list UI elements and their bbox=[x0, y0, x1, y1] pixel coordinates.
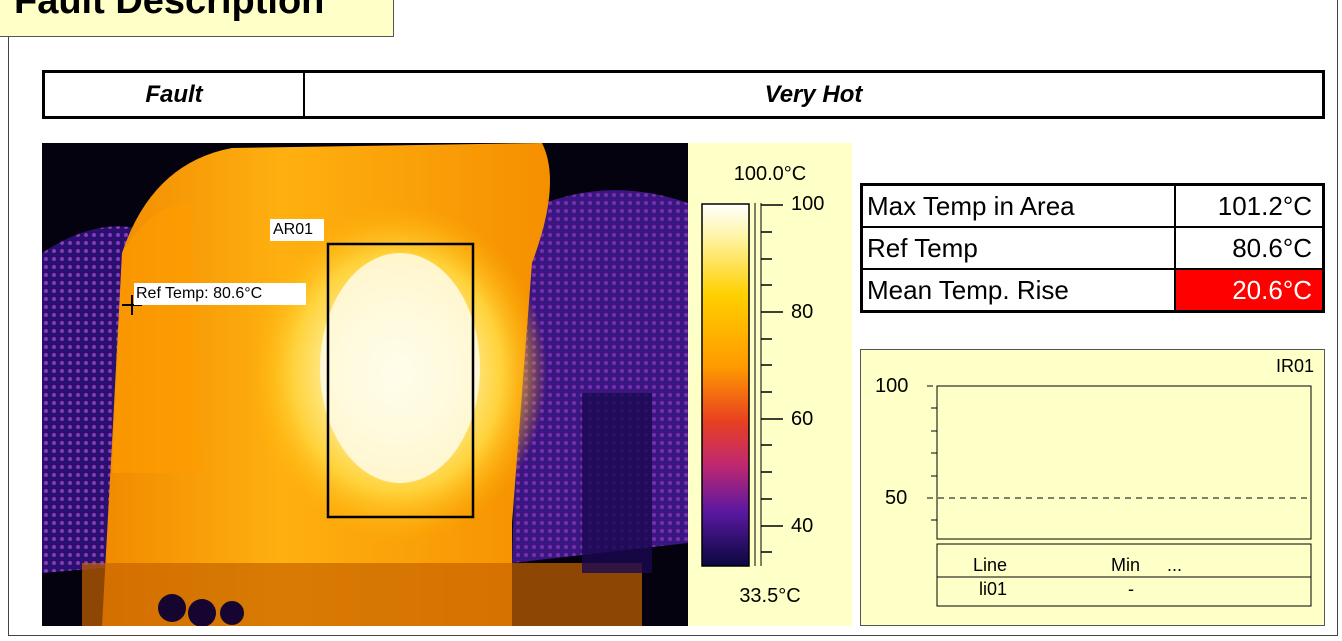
scale-max-label: 100.0°C bbox=[733, 163, 807, 185]
temp-label: Ref Temp bbox=[860, 226, 1176, 270]
fault-label: Fault bbox=[45, 73, 305, 116]
color-bar bbox=[701, 203, 750, 567]
chart-title: IR01 bbox=[1275, 356, 1314, 376]
legend-row-min: - bbox=[1128, 579, 1134, 599]
fault-row: Fault Very Hot bbox=[42, 70, 1325, 119]
scale-tick-100: 100 bbox=[791, 193, 825, 215]
scale-min-label: 33.5°C bbox=[739, 585, 801, 607]
scale-tick-40: 40 bbox=[791, 515, 814, 537]
legend-header-min: Min bbox=[1111, 555, 1141, 575]
profile-chart: IR01 100 50 Line Min ... li01 - bbox=[860, 349, 1325, 626]
scale-graphic bbox=[701, 203, 783, 567]
scale-tick-80: 80 bbox=[791, 301, 814, 323]
thermal-image-graphic bbox=[42, 143, 688, 626]
table-row: Max Temp in Area 101.2°C bbox=[860, 183, 1325, 228]
report-title: Fault Description bbox=[0, 0, 394, 37]
table-row: Mean Temp. Rise 20.6°C bbox=[860, 268, 1325, 313]
ref-label: Ref Temp: 80.6°C bbox=[136, 285, 263, 302]
y-tick-100: 100 bbox=[875, 375, 909, 397]
fault-value: Very Hot bbox=[764, 80, 863, 108]
profile-plot bbox=[927, 385, 1312, 607]
legend-header-line: Line bbox=[973, 555, 1008, 575]
legend-row-line: li01 bbox=[979, 579, 1008, 599]
temp-label: Mean Temp. Rise bbox=[860, 268, 1176, 313]
area-label: AR01 bbox=[273, 221, 314, 238]
temp-label: Max Temp in Area bbox=[860, 183, 1176, 228]
temp-value: 80.6°C bbox=[1174, 226, 1325, 270]
temp-value: 101.2°C bbox=[1174, 183, 1325, 228]
temp-rise-value: 20.6°C bbox=[1174, 268, 1325, 313]
legend-header-more: ... bbox=[1167, 555, 1183, 575]
thermal-image: AR01 Ref Temp: 80.6°C bbox=[42, 143, 688, 626]
area-label-bg bbox=[270, 219, 324, 241]
y-tick-50: 50 bbox=[885, 487, 908, 509]
ref-label-bg bbox=[134, 283, 306, 305]
area-box bbox=[326, 242, 475, 519]
table-row: Ref Temp 80.6°C bbox=[860, 226, 1325, 270]
scale-tick-60: 60 bbox=[791, 408, 814, 430]
temperature-scale: 100.0°C bbox=[688, 143, 852, 626]
temperature-table: Max Temp in Area 101.2°C Ref Temp 80.6°C… bbox=[860, 183, 1325, 313]
report-title-text: Fault Description bbox=[14, 0, 325, 22]
